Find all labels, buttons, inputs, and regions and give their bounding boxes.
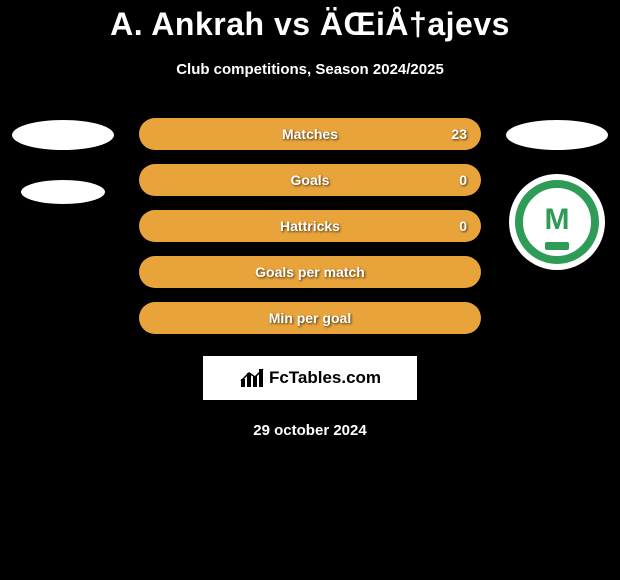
stat-value: 23: [451, 126, 467, 142]
player2-avatar-placeholder: [506, 120, 608, 150]
branding-text: FcTables.com: [269, 368, 381, 388]
left-player-column: [8, 120, 118, 204]
stat-label: Min per goal: [269, 310, 351, 326]
season-subtitle: Club competitions, Season 2024/2025: [0, 61, 620, 78]
stat-value: 0: [459, 218, 467, 234]
page-title: A. Ankrah vs ÄŒiÅ†ajevs: [0, 0, 620, 43]
stat-label: Matches: [282, 126, 338, 142]
stat-row-goals: Goals 0: [139, 164, 481, 196]
stat-row-matches: Matches 23: [139, 118, 481, 150]
stat-label: Hattricks: [280, 218, 340, 234]
player1-avatar-placeholder: [12, 120, 114, 150]
stat-row-hattricks: Hattricks 0: [139, 210, 481, 242]
branding-box[interactable]: FcTables.com: [203, 356, 417, 400]
stat-row-goals-per-match: Goals per match: [139, 256, 481, 288]
stat-label: Goals per match: [255, 264, 365, 280]
stat-row-min-per-goal: Min per goal: [139, 302, 481, 334]
player1-club-placeholder: [21, 180, 105, 204]
player2-club-logo: M: [509, 174, 605, 270]
stat-value: 0: [459, 172, 467, 188]
stat-label: Goals: [291, 172, 330, 188]
bar-chart-icon: [239, 367, 265, 389]
right-player-column: M: [502, 120, 612, 270]
club-logo-letter: M: [545, 203, 570, 237]
generated-date: 29 october 2024: [0, 422, 620, 439]
